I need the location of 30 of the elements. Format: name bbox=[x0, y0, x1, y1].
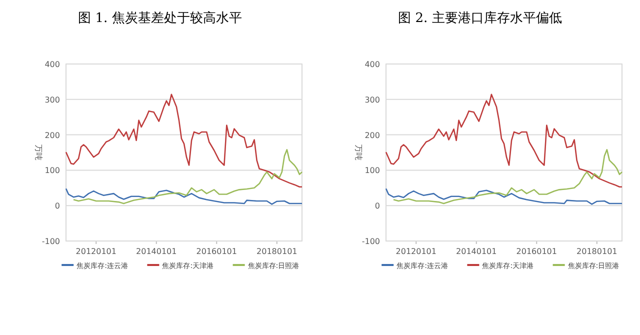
line-series bbox=[65, 188, 303, 205]
x-tick-label: 20140101 bbox=[136, 247, 177, 256]
x-tick-label: 20180101 bbox=[256, 247, 298, 256]
y-tick-label: 100 bbox=[44, 166, 60, 176]
y-tick-label: 300 bbox=[364, 95, 380, 104]
line-series bbox=[65, 94, 303, 188]
x-tick-label: 20180101 bbox=[576, 247, 618, 256]
chart-title: 图 2. 主要港口库存水平偏低 bbox=[398, 10, 562, 26]
y-tick-label: -100 bbox=[42, 237, 60, 246]
y-tick-label: 300 bbox=[44, 95, 60, 104]
chart-title: 图 1. 焦炭基差处于较高水平 bbox=[78, 10, 242, 26]
y-tick-label: 400 bbox=[364, 60, 380, 69]
y-tick-label: -100 bbox=[362, 237, 380, 246]
y-tick-label: 200 bbox=[44, 130, 60, 140]
x-tick-label: 20120101 bbox=[76, 247, 116, 256]
y-tick-label: 0 bbox=[54, 202, 60, 211]
line-series bbox=[385, 94, 623, 188]
y-axis-title: 万吨 bbox=[34, 144, 43, 160]
line-series bbox=[385, 188, 623, 205]
x-tick-label: 20140101 bbox=[456, 247, 497, 256]
x-tick-label: 20160101 bbox=[516, 247, 557, 256]
y-tick-label: 400 bbox=[44, 60, 60, 69]
line-series bbox=[392, 149, 623, 204]
x-tick-label: 20160101 bbox=[196, 247, 237, 256]
y-axis-title: 万吨 bbox=[354, 144, 363, 160]
line-series bbox=[72, 149, 303, 204]
x-tick-label: 20120101 bbox=[396, 247, 436, 256]
y-tick-label: 100 bbox=[364, 166, 380, 176]
y-tick-label: 200 bbox=[364, 130, 380, 140]
y-tick-label: 0 bbox=[374, 202, 380, 211]
